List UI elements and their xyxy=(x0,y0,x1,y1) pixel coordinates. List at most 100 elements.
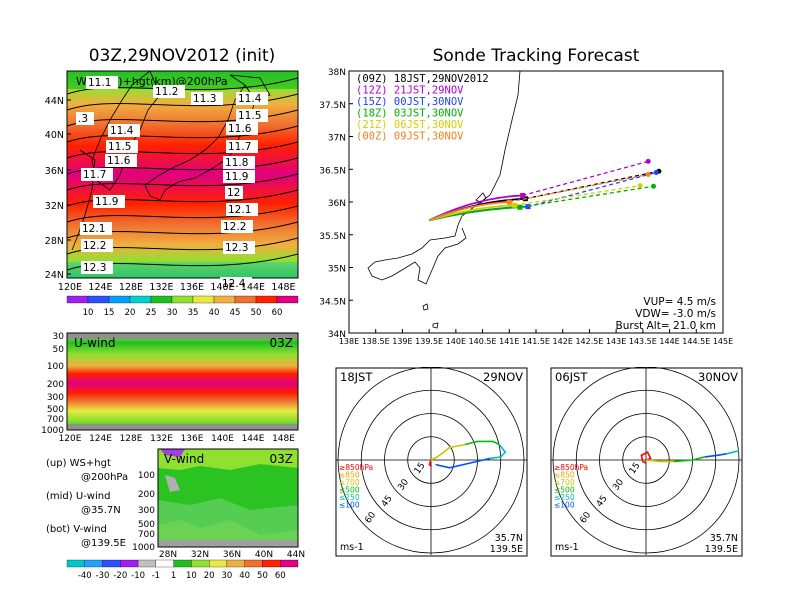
vwind-colorbar-label: 30 xyxy=(222,571,233,581)
contour-label: 11.2 xyxy=(155,86,178,98)
track-y-tick-label: 37N xyxy=(328,134,346,144)
track-descent-line xyxy=(509,173,649,203)
vwind-colorbar-swatch xyxy=(173,559,192,568)
contour-label: 11.6 xyxy=(228,123,252,135)
contour-label: 12.3 xyxy=(225,242,248,254)
map-colorbar-label: 60 xyxy=(272,308,283,318)
contour-label: .3 xyxy=(78,113,88,125)
track-y-tick-label: 36N xyxy=(328,199,346,209)
map-y-tick-label: 24N xyxy=(45,270,64,281)
vwind-colorbar-label: -40 xyxy=(78,571,92,581)
hodo-level-legend: ≤850 xyxy=(339,471,360,480)
track-y-tick-label: 37.5N xyxy=(319,101,346,111)
map-colorbar-label: 10 xyxy=(83,308,94,318)
info-vup: VUP= 4.5 m/s xyxy=(643,296,716,308)
uwind-x-tick-label: 148E xyxy=(272,434,295,444)
hodo-lon: 139.5E xyxy=(490,544,523,555)
contour-label: 11.5 xyxy=(238,110,261,122)
note-bot-head: (bot) V-wind xyxy=(46,524,107,535)
track-x-tick-label: 139E xyxy=(392,337,412,346)
map-y-ticks: 44N 40N 36N 32N 28N 24N xyxy=(45,96,71,281)
vwind-colorbar-label: -10 xyxy=(131,571,145,581)
vwind-y-tick-label: 300 xyxy=(138,506,155,516)
map-colorbar-label: 45 xyxy=(230,308,241,318)
map-colorbar-swatch xyxy=(171,295,194,304)
contour-label-box xyxy=(105,154,137,167)
contour-label: 11.3 xyxy=(193,93,216,105)
track-legend: (09Z) 18JST,29NOV2012(12Z) 21JST,29NOV(1… xyxy=(356,73,489,143)
map-colorbar: 10 15 20 25 30 35 40 45 50 60 xyxy=(66,295,299,318)
hodo-date: 29NOV xyxy=(483,370,523,384)
hodo-level-legend: ≤100 xyxy=(339,501,360,510)
track-descent-line xyxy=(527,171,657,208)
contour-label: 11.6 xyxy=(107,155,131,167)
track-info: VUP= 4.5 m/s VDW= -3.0 m/s Burst Alt= 21… xyxy=(616,296,716,332)
vwind-y-tick-label: 1000 xyxy=(132,543,155,553)
map-colorbar-swatch xyxy=(255,295,278,304)
map-x-tick-label: 148E xyxy=(271,282,295,293)
note-mid-head: (mid) U-wind xyxy=(46,491,110,502)
vwind-x-tick-label: 28N xyxy=(159,550,177,560)
vwind-x-tick-label: 32N xyxy=(191,550,209,560)
track-legend-entry: (21Z) 06JST,30NOV xyxy=(356,119,464,131)
hodo-ring-label: 30 xyxy=(396,477,411,492)
map-colorbar-swatch xyxy=(276,295,299,304)
map-colorbar-swatch xyxy=(234,295,257,304)
map-colorbar-label: 20 xyxy=(125,308,136,318)
map-colorbar-swatch xyxy=(129,295,152,304)
track-x-tick-label: 139.5E xyxy=(415,337,443,346)
vwind-x-tick-label: 40N xyxy=(255,550,273,560)
track-x-tick-label: 142.5E xyxy=(575,337,603,346)
track-y-tick-label: 35N xyxy=(328,265,346,275)
contour-label-box xyxy=(226,122,258,135)
map-colorbar-label: 15 xyxy=(104,308,115,318)
uwind-x-tick-label: 132E xyxy=(150,434,173,444)
landing-marker xyxy=(645,171,651,177)
contour-label: 11.4 xyxy=(110,125,134,137)
vwind-x-tick-label: 44N xyxy=(287,550,305,560)
hodo-lat: 35.7N xyxy=(495,533,523,544)
note-up-head: (up) WS+hgt xyxy=(46,458,111,469)
track-x-tick-label: 144E xyxy=(659,337,679,346)
track-y-tick-label: 38N xyxy=(328,68,346,78)
uwind-field xyxy=(67,333,298,430)
track-x-tick-label: 141E xyxy=(499,337,519,346)
hodo-level-legend: ≥850hPa xyxy=(339,463,373,472)
uwind-x-tick-label: 128E xyxy=(120,434,143,444)
vwind-colorbar-swatch xyxy=(137,559,156,568)
uwind-time: 03Z xyxy=(270,336,294,350)
vwind-colorbar-label: -20 xyxy=(113,571,127,581)
contour-label: 12.1 xyxy=(228,204,251,216)
note-bot-sub: @139.5E xyxy=(81,538,126,549)
map-colorbar-swatch xyxy=(87,295,110,304)
vwind-colorbar-label: -30 xyxy=(96,571,110,581)
uwind-x-tick-label: 140E xyxy=(211,434,234,444)
vwind-y-tick-label: 700 xyxy=(138,530,155,540)
track-ascent-line xyxy=(428,201,510,222)
map-x-tick-label: 140E xyxy=(210,282,234,293)
contour-label-box xyxy=(236,109,268,122)
vwind-y-tick-label: 500 xyxy=(138,520,155,530)
map-y-tick-label: 28N xyxy=(45,236,64,247)
map-colorbar-label: 30 xyxy=(167,308,178,318)
map-y-tick-label: 36N xyxy=(45,166,64,177)
hodo-level-legend: ≤250 xyxy=(554,493,575,502)
hodo-trace xyxy=(430,443,466,461)
map-x-tick-label: 144E xyxy=(241,282,265,293)
hodo-level-legend: ≤500 xyxy=(339,486,360,495)
vwind-time: 03Z xyxy=(270,452,294,466)
contour-label-box xyxy=(191,92,223,105)
hodo-trace xyxy=(726,449,740,455)
map-colorbar-label: 25 xyxy=(146,308,157,318)
vwind-colorbar-swatch xyxy=(66,559,85,568)
track-x-tick-label: 143.5E xyxy=(629,337,657,346)
vwind-colorbar-swatch xyxy=(155,559,174,568)
hodo-trace xyxy=(640,451,652,464)
map-colorbar-label: 40 xyxy=(209,308,220,318)
vwind-colorbar-swatch xyxy=(84,559,103,568)
contour-label: 12.4 xyxy=(222,278,246,290)
contour-label-box xyxy=(86,76,118,89)
map-y-tick-label: 32N xyxy=(45,201,64,212)
